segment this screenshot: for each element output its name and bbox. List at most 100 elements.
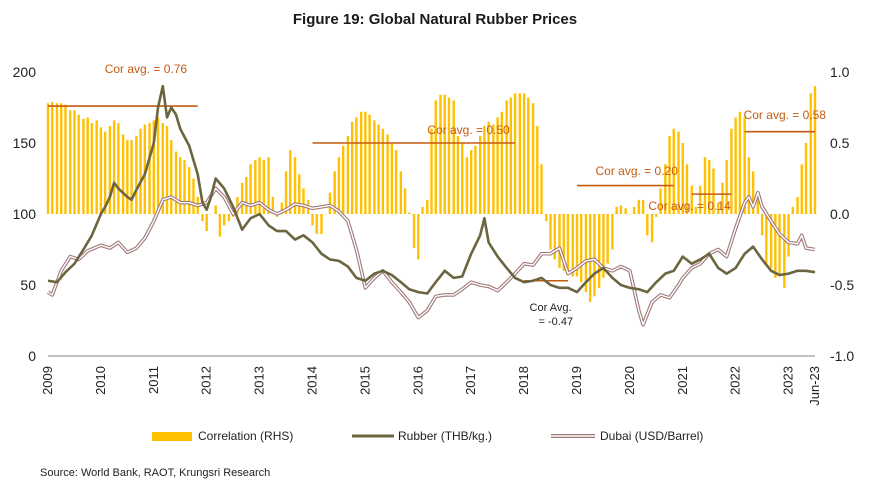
left-tick-1: 50 xyxy=(20,277,36,293)
correlation-bar-3 xyxy=(60,103,63,214)
correlation-bar-105 xyxy=(509,97,513,214)
correlation-bar-157 xyxy=(738,111,742,214)
correlation-bar-6 xyxy=(73,110,76,214)
correlation-bar-74 xyxy=(373,120,376,214)
x-tick-9: 2018 xyxy=(516,366,531,395)
correlation-bar-137 xyxy=(650,214,654,243)
correlation-bar-75 xyxy=(377,124,380,214)
correlation-bar-16 xyxy=(117,123,120,214)
correlation-bar-98 xyxy=(478,135,482,214)
x-tick-14: 2023 xyxy=(781,366,796,395)
correlation-bar-70 xyxy=(355,117,358,214)
legend-dubai-label: Dubai (USD/Barrel) xyxy=(600,429,703,443)
correlation-bar-27 xyxy=(165,125,169,214)
correlation-bar-144 xyxy=(681,143,684,214)
right-tick-3: 0.5 xyxy=(830,135,850,151)
correlation-bar-165 xyxy=(774,214,777,278)
correlation-bar-49 xyxy=(262,160,266,214)
correlation-bar-72 xyxy=(364,111,367,214)
correlation-bar-89 xyxy=(439,94,442,214)
correlation-bar-162 xyxy=(760,214,764,236)
correlation-bar-1 xyxy=(51,101,54,214)
x-tick-7: 2016 xyxy=(410,366,425,395)
x-tick-12: 2021 xyxy=(675,366,690,395)
correlation-bar-30 xyxy=(179,157,182,214)
correlation-bar-138 xyxy=(655,214,658,217)
correlation-bar-114 xyxy=(549,214,552,250)
x-tick-5: 2014 xyxy=(305,366,320,395)
correlation-bar-88 xyxy=(434,100,437,214)
correlation-bar-104 xyxy=(505,100,508,214)
correlation-bar-106 xyxy=(513,93,517,214)
correlation-bar-127 xyxy=(606,214,609,264)
legend-rubber-label: Rubber (THB/kg.) xyxy=(398,429,492,443)
correlation-bar-62 xyxy=(320,214,323,234)
correlation-bar-67 xyxy=(341,145,345,214)
correlation-bar-116 xyxy=(558,214,561,268)
correlation-bar-32 xyxy=(188,167,191,214)
correlation-bar-54 xyxy=(284,171,288,214)
correlation-bar-141 xyxy=(668,135,671,214)
correlation-bar-107 xyxy=(518,93,522,214)
correlation-bar-171 xyxy=(800,164,803,214)
correlation-bar-139 xyxy=(659,188,662,214)
correlation-bar-71 xyxy=(359,111,363,214)
correlation-bar-149 xyxy=(703,157,707,214)
correlation-bar-117 xyxy=(562,214,565,271)
correlation-bar-35 xyxy=(201,214,204,222)
correlation-bar-13 xyxy=(103,131,107,214)
chart-title: Figure 19: Global Natural Rubber Prices xyxy=(293,11,577,28)
correlation-bar-38 xyxy=(214,205,217,214)
left-tick-2: 100 xyxy=(13,206,37,222)
correlation-bar-12 xyxy=(99,127,103,214)
correlation-bar-7 xyxy=(77,114,80,214)
plot-area: 0 50 100 150 200 -1.0 -0.5 0.0 0.5 1.0 2009 2010 201… xyxy=(13,62,855,406)
correlation-bar-87 xyxy=(430,128,433,214)
correlation-bar-96 xyxy=(469,150,473,214)
correlation-bar-58 xyxy=(302,188,305,214)
correlation-bar-84 xyxy=(417,214,420,260)
correlation-bar-101 xyxy=(492,124,495,214)
correlation-bar-9 xyxy=(86,117,89,214)
correlation-bar-142 xyxy=(672,128,675,214)
correlation-bar-18 xyxy=(126,140,129,214)
x-tick-10: 2019 xyxy=(569,366,584,395)
correlation-bar-69 xyxy=(350,121,354,214)
correlation-bar-45 xyxy=(245,177,248,214)
x-tick-8: 2017 xyxy=(463,366,478,395)
legend: Correlation (RHS) Rubber (THB/kg.) Dubai… xyxy=(152,429,703,443)
correlation-bar-91 xyxy=(447,97,451,214)
correlation-bar-173 xyxy=(809,93,812,214)
correlation-bar-66 xyxy=(337,157,341,214)
correlation-bar-15 xyxy=(112,120,116,214)
correlation-bar-122 xyxy=(584,214,588,293)
left-tick-3: 150 xyxy=(13,135,37,151)
right-tick-0: -1.0 xyxy=(830,348,854,364)
correlation-bar-121 xyxy=(580,214,583,283)
correlation-bar-36 xyxy=(205,214,208,232)
correlation-bar-85 xyxy=(421,206,424,214)
correlation-bar-97 xyxy=(474,145,477,214)
correlation-bar-47 xyxy=(254,160,257,214)
avg-label-2-line1: Cor Avg. xyxy=(530,302,572,314)
correlation-bar-0 xyxy=(46,103,50,214)
correlation-bar-83 xyxy=(412,214,416,249)
correlation-bar-11 xyxy=(95,120,98,214)
correlation-bar-24 xyxy=(152,120,155,214)
correlation-bar-10 xyxy=(90,123,94,214)
correlation-bar-80 xyxy=(399,171,403,214)
correlation-bar-20 xyxy=(135,135,138,214)
correlation-bar-100 xyxy=(487,121,490,214)
x-tick-13: 2022 xyxy=(728,366,743,395)
correlation-bar-39 xyxy=(218,214,222,237)
correlation-bar-169 xyxy=(791,206,794,214)
rubber-line xyxy=(47,84,816,295)
correlation-bar-43 xyxy=(236,196,239,214)
correlation-bar-168 xyxy=(787,214,790,257)
correlation-bar-31 xyxy=(183,160,186,214)
x-tick-3: 2012 xyxy=(199,366,214,395)
correlation-bar-108 xyxy=(522,93,526,214)
legend-correlation-swatch xyxy=(152,432,192,441)
correlation-bar-135 xyxy=(641,199,645,214)
